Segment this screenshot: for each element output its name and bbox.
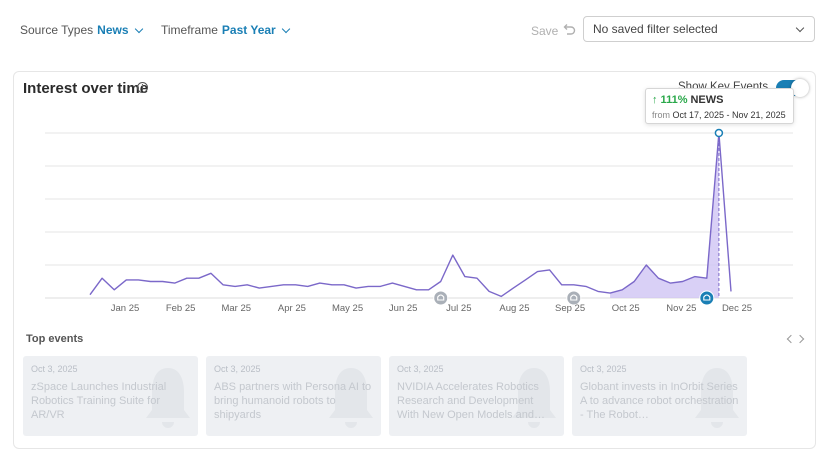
event-title: zSpace Launches Industrial Robotics Trai… (31, 381, 167, 421)
bell-icon (570, 294, 578, 301)
event-title: ABS partners with Persona AI to bring hu… (214, 381, 372, 421)
timeframe-filter[interactable]: Timeframe Past Year (161, 23, 290, 37)
undo-icon[interactable] (561, 22, 577, 38)
x-tick-label: Sep 25 (555, 303, 585, 314)
event-date: Oct 3, 2025 (397, 364, 444, 374)
x-tick-label: Apr 25 (278, 303, 306, 314)
save-button[interactable]: Save (531, 24, 559, 38)
top-events-title: Top events (26, 333, 84, 345)
key-event-marker[interactable] (699, 290, 715, 306)
event-card[interactable]: Oct 3, 2025 zSpace Launches Industrial R… (23, 356, 198, 436)
event-card[interactable]: Oct 3, 2025 NVIDIA Accelerates Robotics … (389, 356, 564, 436)
bell-icon (146, 368, 190, 428)
bell-icon (695, 368, 739, 428)
x-tick-label: May 25 (332, 303, 363, 314)
event-title: NVIDIA Accelerates Robotics Research and… (397, 381, 545, 421)
x-tick-label: Aug 25 (499, 303, 529, 314)
key-event-marker[interactable] (433, 290, 449, 306)
chart-tooltip: ↑ 111% NEWS from Oct 17, 2025 - Nov 21, 2… (645, 88, 794, 124)
toggle-knob (791, 79, 809, 97)
info-icon[interactable]: i (137, 82, 148, 93)
key-event-marker[interactable] (566, 290, 582, 306)
source-types-filter[interactable]: Source Types News (20, 23, 143, 37)
tooltip-from-label: from (652, 110, 670, 120)
tooltip-series: NEWS (690, 94, 724, 106)
tooltip-change: ↑ 111% (652, 94, 688, 106)
bell-icon (437, 294, 445, 301)
x-tick-label: Feb 25 (166, 303, 196, 314)
timeframe-label: Timeframe (161, 23, 218, 37)
saved-filter-select[interactable]: No saved filter selected (583, 16, 815, 42)
bell-icon (512, 368, 556, 428)
x-tick-label: Mar 25 (221, 303, 251, 314)
filter-bar: Source Types News Timeframe Past Year Sa… (0, 0, 835, 60)
event-title: Globant invests in InOrbit Series A to a… (580, 381, 739, 421)
source-types-label: Source Types (20, 23, 94, 37)
x-tick-label: Jul 25 (446, 303, 471, 314)
x-tick-label: Jun 25 (389, 303, 418, 314)
event-card[interactable]: Oct 3, 2025 ABS partners with Persona AI… (206, 356, 381, 436)
card-title: Interest over time (23, 80, 149, 97)
x-tick-label: Jan 25 (111, 303, 140, 314)
event-date: Oct 3, 2025 (31, 364, 78, 374)
event-date: Oct 3, 2025 (580, 364, 627, 374)
source-types-value[interactable]: News (97, 23, 129, 37)
highlight-area (610, 133, 719, 298)
tooltip-dates: Oct 17, 2025 - Nov 21, 2025 (672, 110, 786, 120)
interest-over-time-card (13, 71, 816, 449)
peak-marker[interactable] (714, 128, 724, 138)
saved-filter-value: No saved filter selected (593, 22, 718, 36)
series-line-news (89, 132, 732, 298)
event-date: Oct 3, 2025 (214, 364, 261, 374)
x-tick-label: Nov 25 (666, 303, 696, 314)
bell-icon (329, 368, 373, 428)
timeframe-value[interactable]: Past Year (221, 23, 276, 37)
event-card[interactable]: Oct 3, 2025 Globant invests in InOrbit S… (572, 356, 747, 436)
x-tick-label: Dec 25 (722, 303, 752, 314)
x-tick-label: Oct 25 (612, 303, 640, 314)
bell-icon (703, 294, 711, 301)
